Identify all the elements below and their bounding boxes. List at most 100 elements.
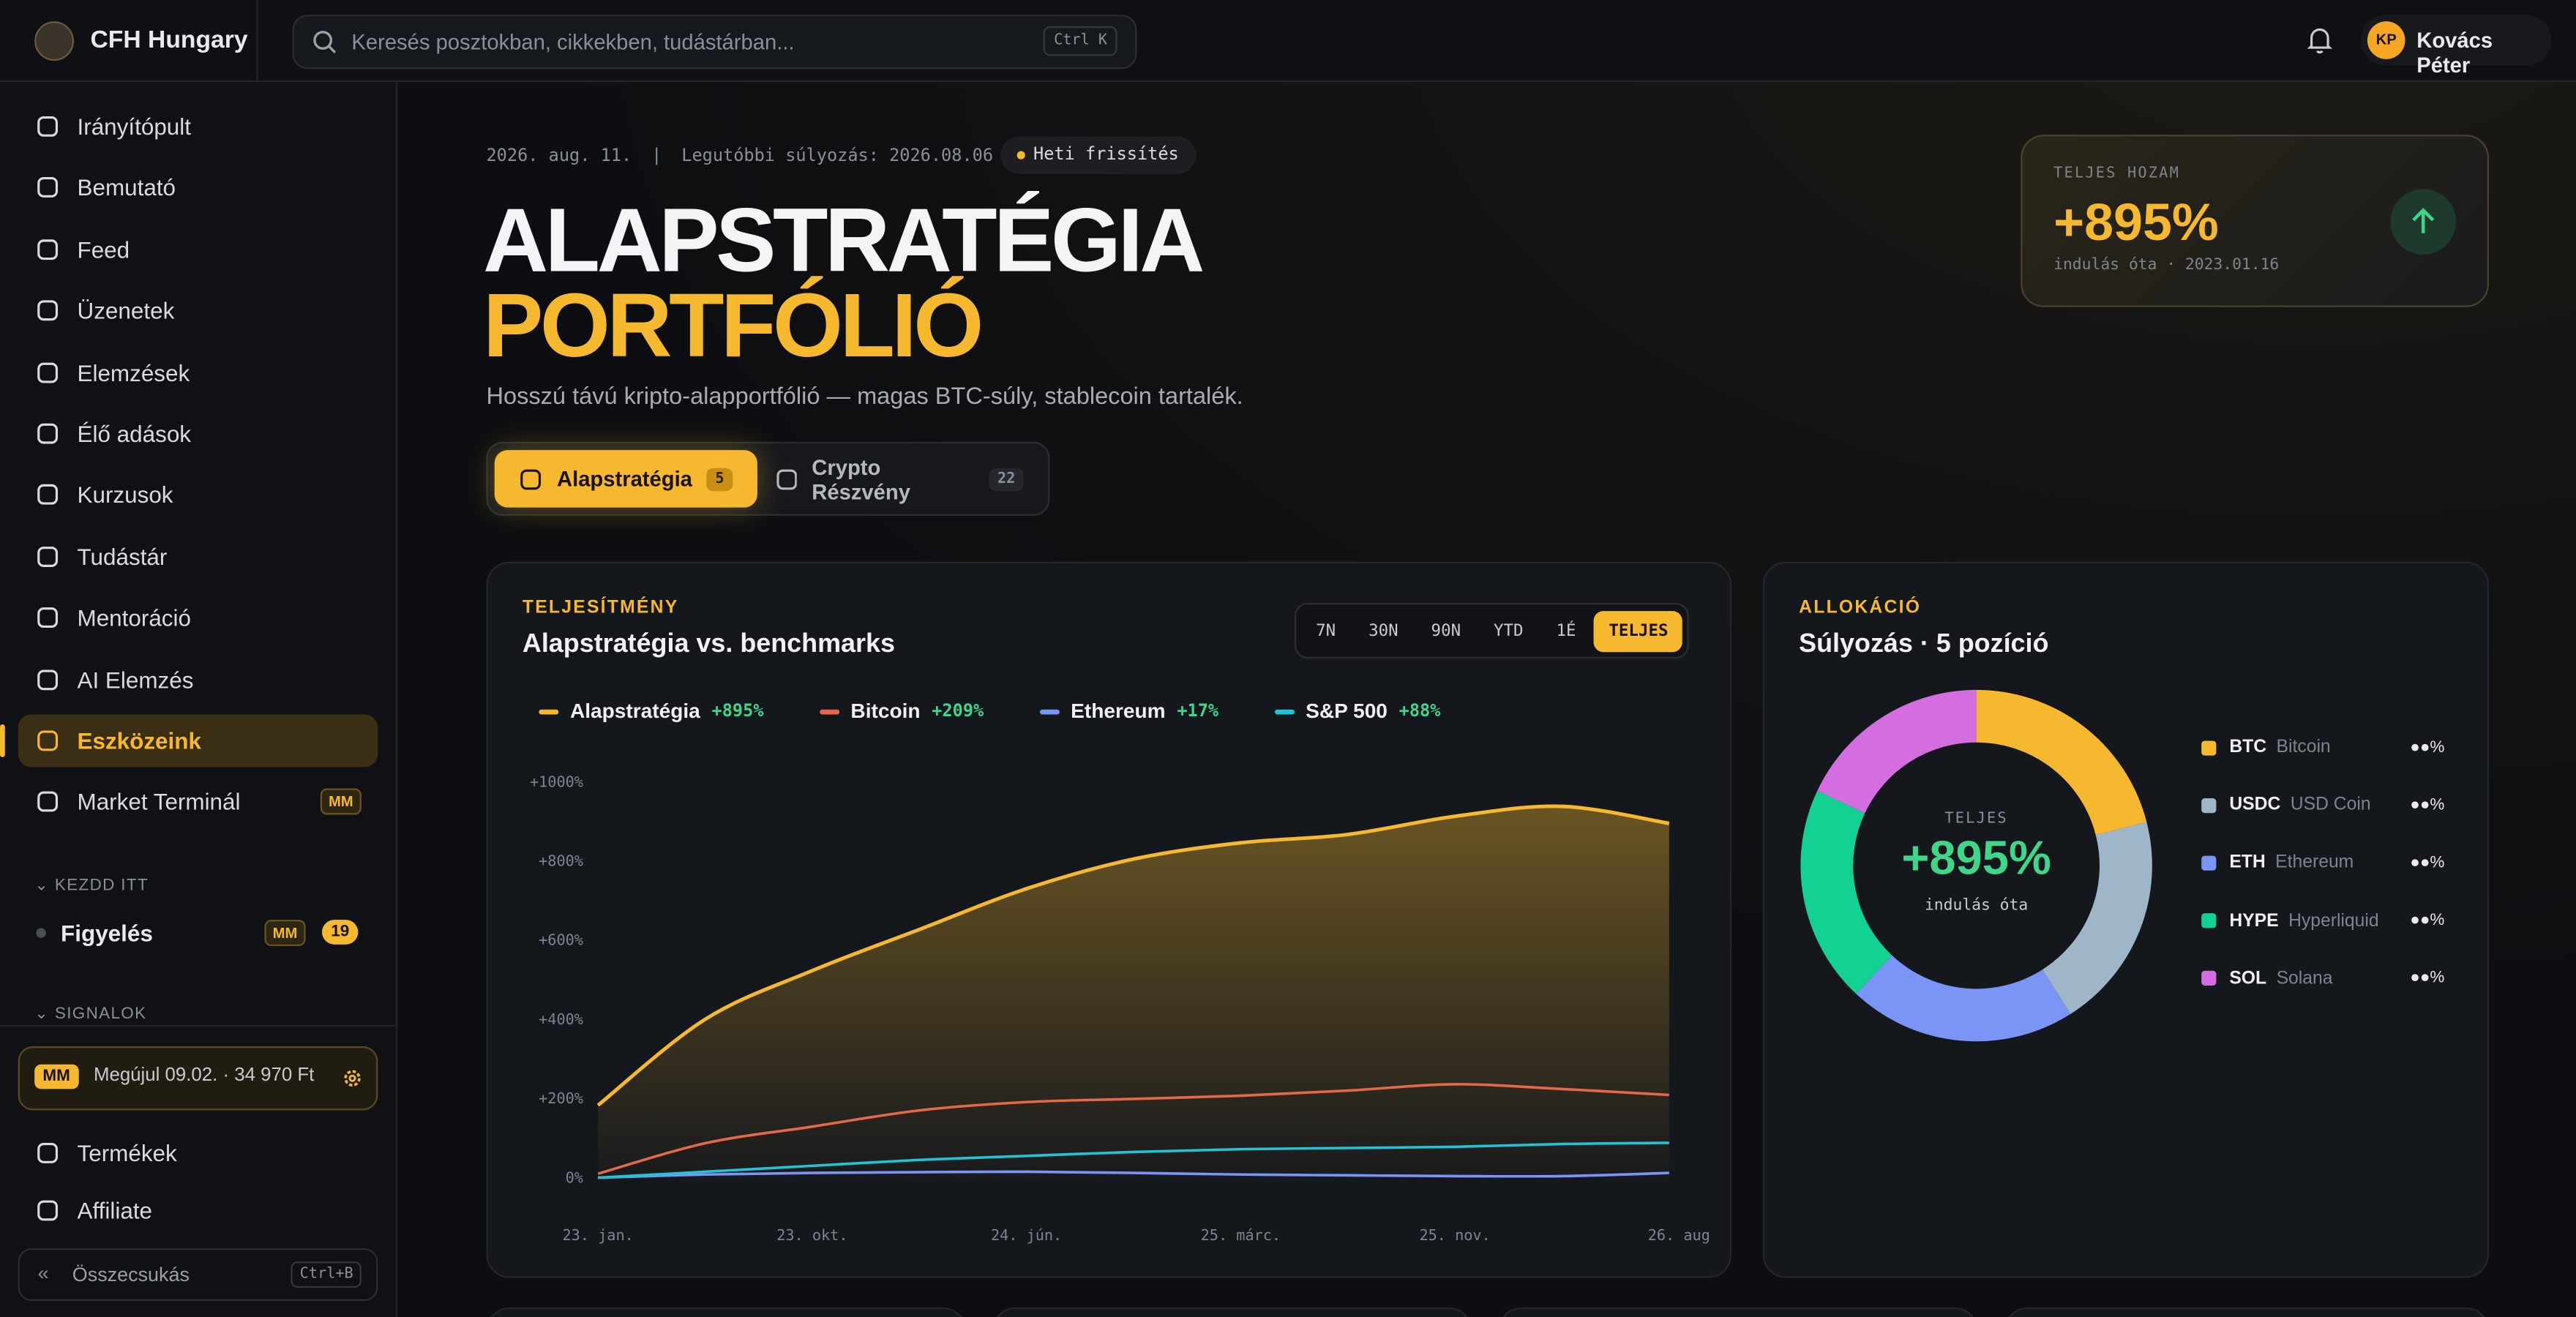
nav-label: Affiliate: [77, 1197, 153, 1224]
nav-item[interactable]: Üzenetek: [18, 285, 378, 337]
nav-item[interactable]: Termékek: [18, 1127, 378, 1179]
nav-item[interactable]: Tudástár: [18, 530, 378, 583]
range-button[interactable]: 30N: [1368, 621, 1399, 640]
y-tick-label: 0%: [566, 1168, 583, 1186]
watch-item[interactable]: Figyelés: [61, 920, 153, 947]
range-button[interactable]: TELJES: [1594, 609, 1683, 652]
tab[interactable]: Crypto Részvény 22: [751, 450, 1048, 508]
allocation-row: USDC USD Coin ●●%: [2201, 795, 2444, 815]
section-title-text: KEZDD ITT: [54, 877, 149, 896]
range-button[interactable]: YTD: [1493, 621, 1524, 640]
sidebar: Irányítópult Bemutató Feed Üzenetek Elemzése…: [0, 82, 398, 1317]
bell-icon[interactable]: [2307, 26, 2333, 54]
icon-shape: [37, 423, 59, 444]
donut-label: TELJES: [1944, 811, 2008, 828]
donut-segment: [2042, 822, 2152, 1014]
allocation-weight: ●●%: [2410, 969, 2445, 988]
range-button[interactable]: 7N: [1316, 621, 1336, 640]
legend-name: Alapstratégia: [569, 699, 700, 723]
icon-shape: [37, 1200, 59, 1221]
nav-item[interactable]: Mentoráció: [18, 592, 378, 645]
membership-card[interactable]: MM Megújul 09.02. · 34 970 Ft: [18, 1046, 378, 1111]
allocation-row: BTC Bitcoin ●●%: [2201, 738, 2444, 757]
nav-item[interactable]: Feed: [18, 223, 378, 276]
nav-icon: [37, 1143, 59, 1163]
allocation-weight: ●●%: [2410, 912, 2445, 930]
allocation-name: Solana: [2276, 969, 2333, 988]
tab[interactable]: Alapstratégia 5: [494, 450, 757, 508]
search-shortcut: Ctrl K: [1044, 26, 1117, 56]
icon-shape: [37, 361, 59, 383]
nav-icon: [37, 423, 59, 444]
nav-icon: [37, 1200, 59, 1221]
nav-item[interactable]: AI Elemzés: [18, 653, 378, 706]
y-tick-label: +800%: [539, 852, 583, 870]
nav-item[interactable]: Kurzusok: [18, 469, 378, 522]
nav-item[interactable]: Elemzések: [18, 346, 378, 399]
search-placeholder: Keresés posztokban, cikkekben, tudástárb…: [351, 29, 795, 55]
tab-label: Crypto Részvény: [812, 454, 910, 504]
allocation-row: SOL Solana ●●%: [2201, 969, 2444, 988]
nav-item[interactable]: Market Terminál MM: [18, 776, 378, 828]
nav-icon: [776, 468, 798, 489]
dot: [36, 928, 46, 938]
nav-label: Termékek: [77, 1139, 177, 1166]
series-line: [598, 1141, 1669, 1179]
nav-icon: [520, 468, 542, 489]
chart-kicker: TELJESÍTMÉNY: [522, 598, 679, 618]
meta-reweight: Legutóbbi súlyozás: 2026.08.06: [681, 146, 994, 166]
tabs: Alapstratégia 5 Crypto Részvény 22: [486, 441, 1050, 516]
donut-chart: [1800, 689, 2152, 1042]
icon-shape: [37, 730, 59, 751]
range-button[interactable]: 90N: [1431, 621, 1461, 640]
series-line: [597, 1083, 1669, 1175]
up-arrow: [2412, 208, 2435, 233]
range-selector: 7N 30N 90N YTD 1É TELJES: [1294, 602, 1690, 659]
user-chip[interactable]: KP Kovács Péter: [2360, 15, 2552, 78]
nav-icon: [37, 484, 59, 506]
nav-label: AI Elemzés: [77, 666, 194, 693]
legend-item: Ethereum +17%: [1039, 699, 1218, 723]
nav-item[interactable]: Élő adások: [18, 408, 378, 460]
legend-swatch: [1039, 708, 1060, 714]
x-tick-label: 25. nov.: [1419, 1226, 1490, 1244]
nav-item[interactable]: Bemutató: [18, 162, 378, 214]
meta-separator: |: [651, 146, 662, 166]
legend-item: S&P 500 +88%: [1274, 699, 1440, 723]
allocation-weight: ●●%: [2410, 796, 2445, 814]
x-tick-label: 26. aug: [1648, 1226, 1710, 1244]
series-line: [596, 804, 1670, 1107]
allocation-weight: ●●%: [2410, 854, 2445, 872]
allocation-swatch: [2201, 855, 2217, 871]
icon-shape: [37, 300, 59, 321]
nav-item[interactable]: Affiliate: [18, 1185, 378, 1237]
nav-icon: [37, 361, 59, 383]
x-tick-label: 23. okt.: [776, 1226, 847, 1244]
nav-item[interactable]: Eszközeink: [18, 714, 378, 768]
range-button[interactable]: 1É: [1556, 621, 1576, 640]
allocation-name: USD Coin: [2290, 795, 2371, 815]
legend-swatch: [539, 708, 559, 714]
allocation-name: Hyperliquid: [2288, 911, 2379, 931]
legend-total: +209%: [932, 701, 984, 721]
search-box[interactable]: Keresés posztokban, cikkekben, tudástárb…: [292, 15, 1137, 70]
allocation-swatch: [2201, 913, 2217, 928]
section-title-text: SIGNALOK: [54, 1005, 147, 1024]
nav-item[interactable]: Irányítópult: [18, 100, 378, 153]
legend-item: Bitcoin +209%: [819, 699, 984, 723]
nav-label: Élő adások: [77, 420, 192, 447]
icon-shape: [37, 484, 59, 506]
section-title: ⌄ KEZDD ITT: [34, 877, 149, 896]
icon-shape: [776, 468, 798, 489]
collapse-label: Összecsukás: [72, 1263, 190, 1286]
allocation-title: Súlyozás · 5 pozíció: [1799, 631, 2049, 659]
collapse-button[interactable]: « Összecsukás Ctrl+B: [18, 1248, 378, 1301]
meta-line: 2026. aug. 11. | Legutóbbi súlyozás: 202…: [486, 146, 993, 166]
tab-count: 22: [989, 467, 1024, 491]
donut-segment: [1817, 689, 1977, 814]
up-icon: [2390, 189, 2457, 255]
y-tick-label: +400%: [539, 1010, 583, 1028]
stat-value: +895%: [2053, 192, 2219, 252]
settings-icon[interactable]: [342, 1068, 363, 1089]
